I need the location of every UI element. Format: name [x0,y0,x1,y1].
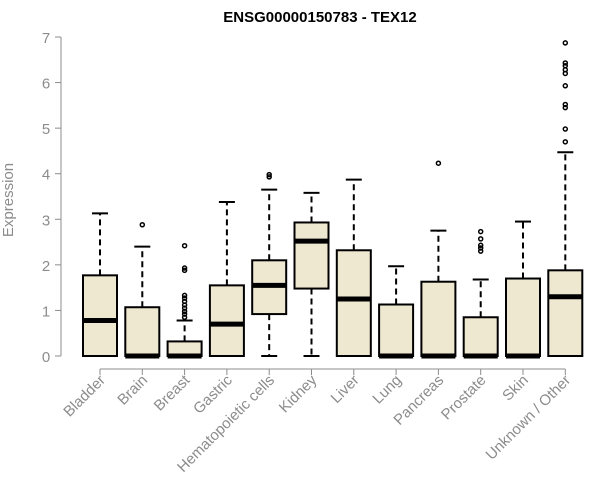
outlier-point [562,126,569,132]
x-tick-label: Breast [151,371,194,414]
outlier-point [562,40,569,46]
box-iqr [505,277,541,357]
outlier-point [181,308,188,315]
y-axis: 0 1 2 3 4 5 6 7 [42,30,62,366]
y-tick-label: 5 [42,121,50,138]
box-group [82,40,584,359]
y-tick-label: 4 [42,167,50,184]
box-lung [378,265,415,359]
outlier-point [181,298,188,305]
chart-title: ENSG00000150783 - TEX12 [223,9,416,26]
box-gastric [208,200,245,357]
y-tick-label: 6 [42,76,50,93]
box-liver [335,178,372,358]
box-iqr [124,306,161,358]
outlier-point [181,295,188,301]
outlier-point [562,139,569,145]
x-tick-label: Prostate [438,372,490,424]
y-axis-label: Expression [0,163,17,237]
box-iqr [462,316,499,357]
outlier-point [266,174,272,180]
x-tick-label: Bladder [60,372,109,421]
box-iqr [547,269,584,357]
outlier-point [477,228,484,235]
outlier-point [562,101,569,108]
box-hematopoietic-cells [251,171,288,357]
outlier-point [562,60,569,66]
outlier-point [562,83,569,89]
box-iqr [420,280,457,357]
box-iqr [378,303,415,357]
box-iqr [82,274,118,357]
box-breast [166,242,203,359]
outlier-point [181,265,188,271]
outlier-point [477,242,484,249]
outlier-point [266,171,272,178]
outlier-point [477,245,484,251]
outlier-point [562,62,569,69]
outlier-point [139,222,146,228]
outlier-point [181,314,188,321]
outlier-point [562,104,569,111]
box-pancreas [420,160,457,359]
outlier-point [435,160,442,166]
outlier-point [181,305,188,311]
outlier-point [181,292,188,299]
outlier-point [477,248,484,254]
x-tick-label: Liver [328,372,363,407]
y-tick-label: 3 [42,212,50,229]
outlier-point [181,311,188,317]
box-iqr [335,249,372,358]
x-tick-label: Kidney [276,371,321,416]
box-brain [124,222,161,359]
box-unknown-other [547,40,584,357]
x-tick-label: Lung [369,372,405,408]
box-iqr [293,221,330,290]
y-tick-label: 2 [42,258,50,275]
x-tick-label: Brain [114,372,151,409]
box-kidney [293,191,330,357]
y-tick-label: 7 [42,30,50,47]
y-tick-label: 1 [42,303,50,320]
y-tick-label: 0 [42,349,50,366]
box-bladder [82,212,118,357]
outlier-point [477,236,484,242]
x-tick-label: Skin [499,372,532,405]
box-prostate [462,228,499,359]
box-iqr [208,284,245,357]
outlier-point [181,267,188,274]
box-skin [505,220,541,359]
outlier-point [181,242,188,249]
